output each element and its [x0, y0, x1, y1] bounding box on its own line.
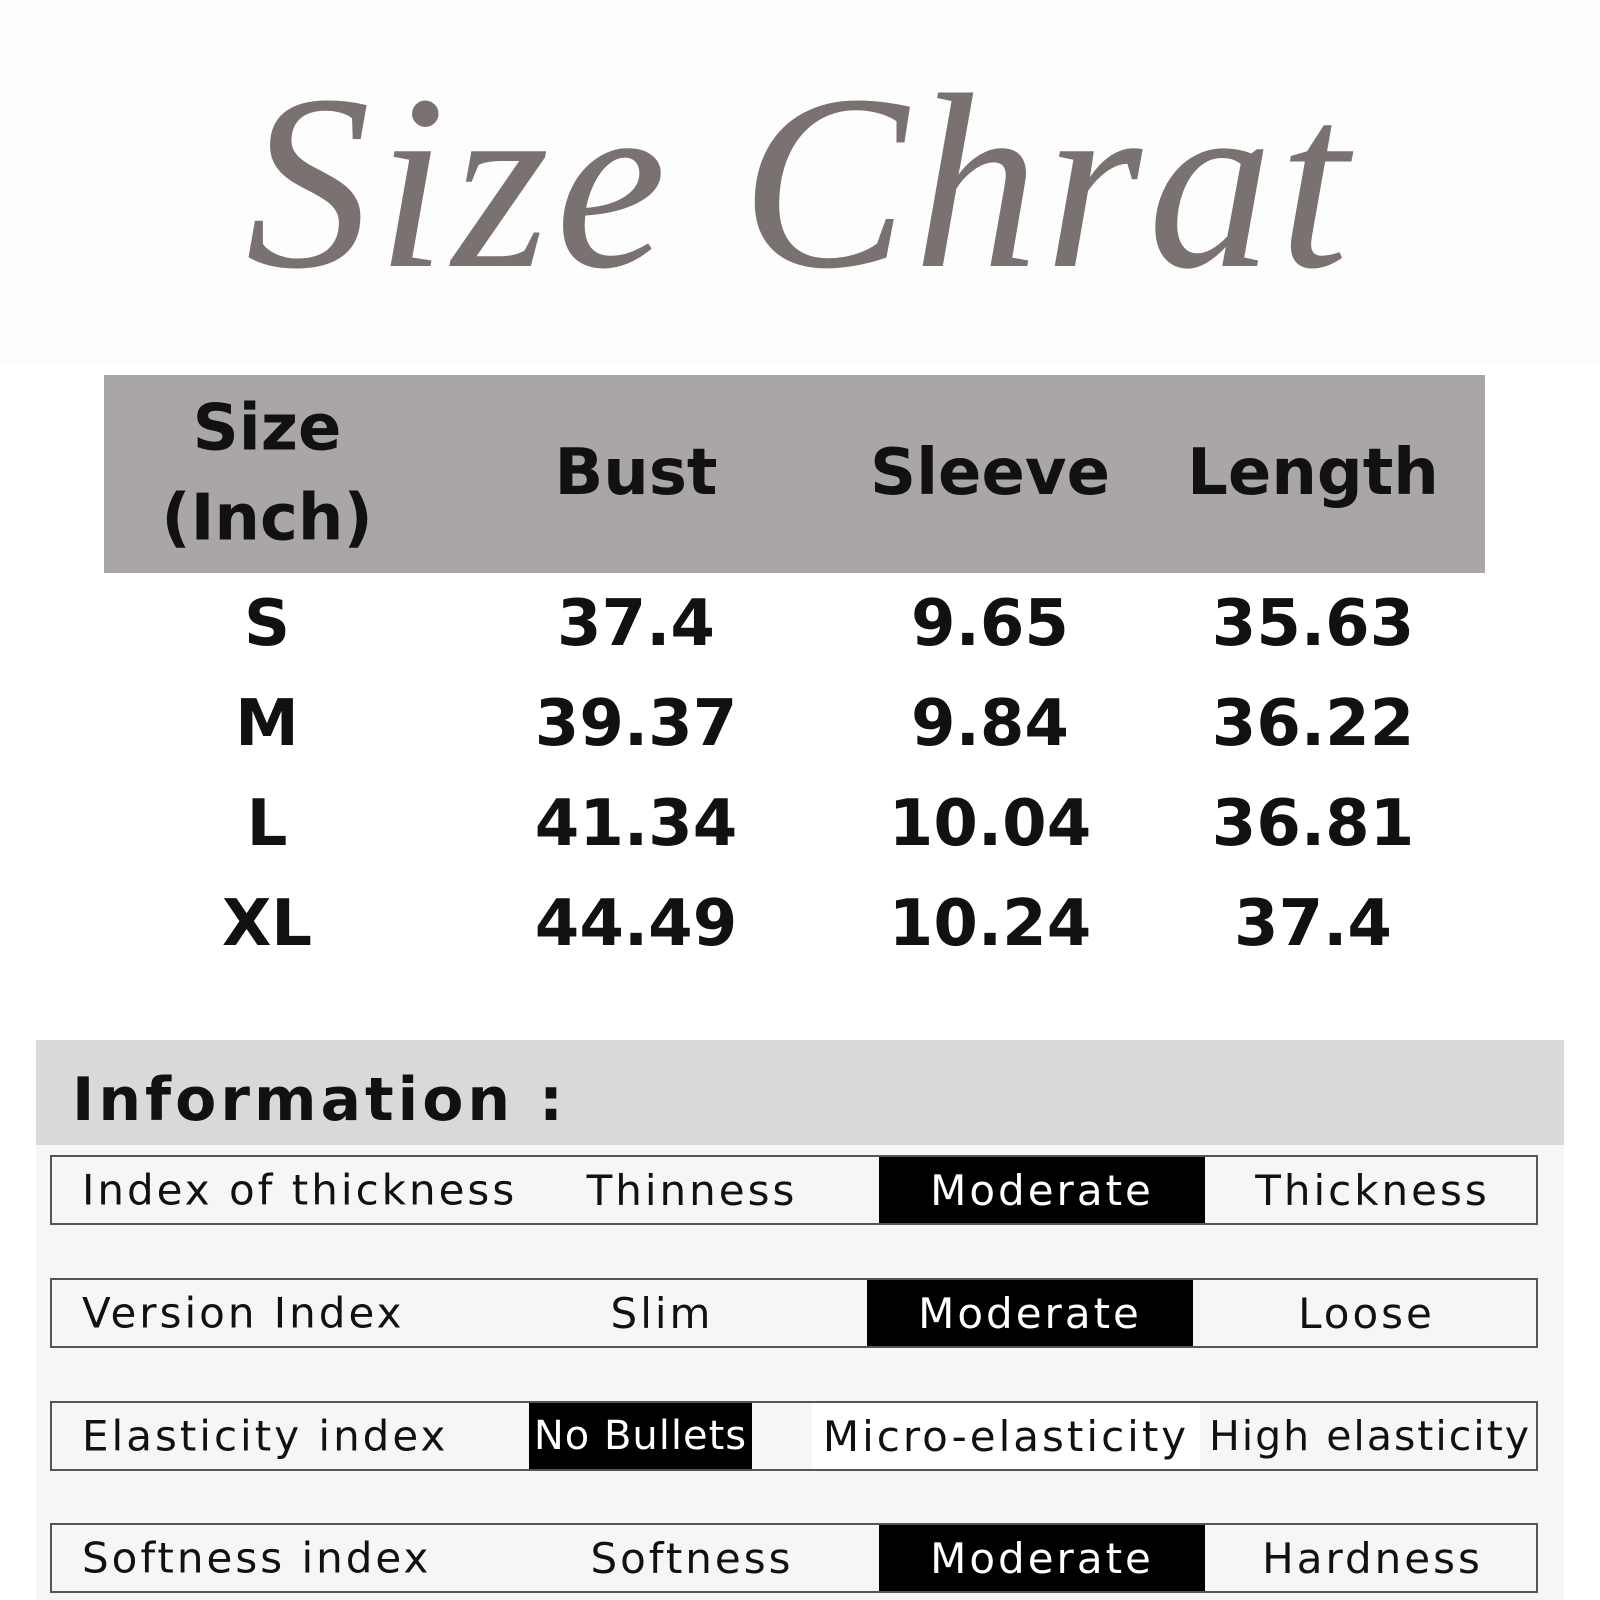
option: Softness — [590, 1533, 794, 1583]
option-selected: No Bullets — [529, 1403, 752, 1469]
size-cell: S — [243, 587, 291, 662]
size-cell: L — [246, 787, 288, 862]
header-cell: Length — [1187, 436, 1439, 511]
info-title: Information : — [72, 1065, 568, 1135]
value-cell: 35.63 — [1211, 587, 1415, 662]
info-header — [36, 1040, 1564, 1145]
value-cell: 39.37 — [534, 687, 738, 762]
option: Loose — [1298, 1288, 1435, 1338]
value-cell: 37.4 — [557, 587, 715, 662]
option: Slim — [610, 1288, 714, 1338]
value-cell: 41.34 — [534, 787, 738, 862]
row-label: Index of thickness — [82, 1165, 518, 1215]
option-selected: Moderate — [879, 1157, 1205, 1223]
info-row: Index of thickness Thinness Moderate Thi… — [50, 1155, 1538, 1225]
header-cell: Sleeve — [870, 436, 1110, 511]
table-header — [104, 375, 1485, 573]
size-cell: M — [235, 687, 299, 762]
value-cell: 9.84 — [911, 687, 1069, 762]
value-cell: 10.04 — [888, 787, 1092, 862]
info-row: Elasticity index No Bullets Micro-elasti… — [50, 1401, 1538, 1471]
size-cell: XL — [221, 887, 313, 962]
option-selected: Moderate — [879, 1525, 1205, 1591]
value-cell: 10.24 — [888, 887, 1092, 962]
info-row: Softness index Softness Moderate Hardnes… — [50, 1523, 1538, 1593]
value-cell: 36.81 — [1211, 787, 1415, 862]
row-label: Version Index — [82, 1288, 405, 1338]
option: Hardness — [1262, 1533, 1483, 1583]
info-row: Version Index Slim Moderate Loose — [50, 1278, 1538, 1348]
value-cell: 36.22 — [1211, 687, 1415, 762]
row-label: Elasticity index — [82, 1411, 449, 1461]
option: Micro-elasticity — [812, 1403, 1200, 1469]
option: Thinness — [586, 1165, 798, 1215]
option: High elasticity — [1208, 1412, 1532, 1460]
value-cell: 44.49 — [534, 887, 738, 962]
row-label: Softness index — [82, 1533, 432, 1583]
value-cell: 37.4 — [1234, 887, 1392, 962]
header-cell: Bust — [554, 436, 718, 511]
title: Size Chrat — [0, 0, 1600, 365]
header-cell: Size (Inch) — [161, 391, 373, 555]
option-selected: Moderate — [867, 1280, 1193, 1346]
value-cell: 9.65 — [911, 587, 1069, 662]
option: Thickness — [1255, 1165, 1490, 1215]
